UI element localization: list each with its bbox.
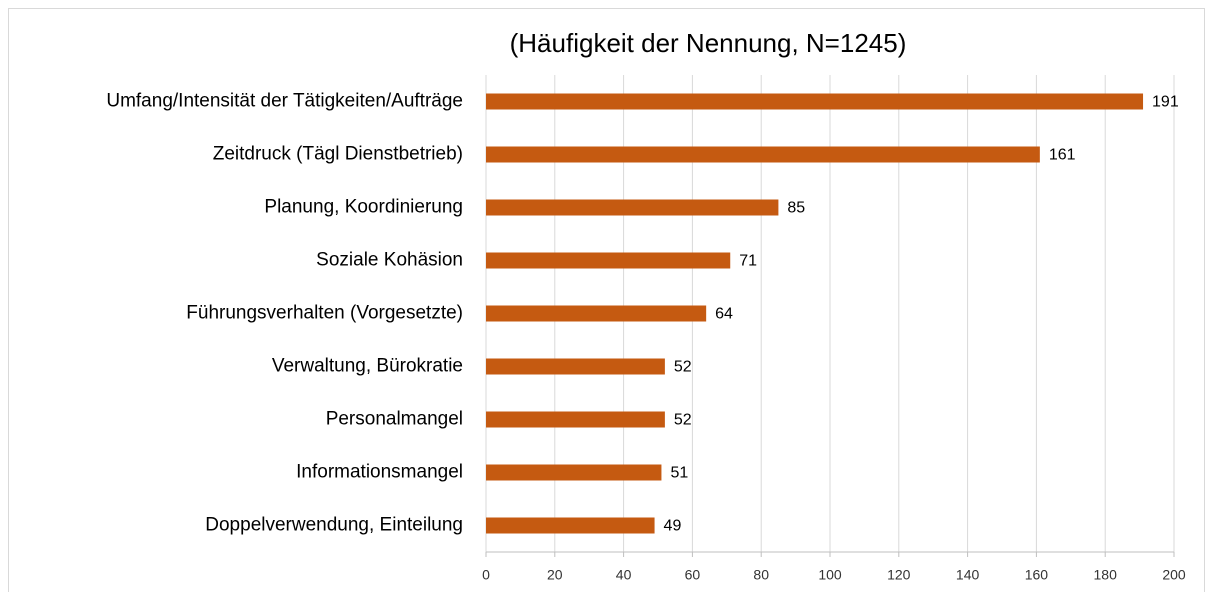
value-label: 51 xyxy=(670,465,688,482)
bar xyxy=(486,146,1040,163)
x-tick-label: 100 xyxy=(818,567,842,583)
x-tick-label: 20 xyxy=(547,567,563,583)
x-tick-label: 0 xyxy=(482,567,490,583)
bar xyxy=(486,517,655,534)
value-label: 85 xyxy=(787,200,805,217)
value-label: 161 xyxy=(1049,147,1076,164)
value-label: 52 xyxy=(674,359,692,376)
value-label: 64 xyxy=(715,306,733,323)
x-tick-label: 160 xyxy=(1025,567,1049,583)
y-tick-label: Informationsmangel xyxy=(296,462,463,483)
y-tick-label: Planung, Koordinierung xyxy=(264,197,463,218)
y-tick-label: Soziale Kohäsion xyxy=(316,250,463,271)
bar xyxy=(486,252,731,269)
bar xyxy=(486,464,662,481)
x-tick-label: 40 xyxy=(616,567,632,583)
y-tick-label: Umfang/Intensität der Tätigkeiten/Aufträ… xyxy=(106,91,463,112)
value-label: 71 xyxy=(739,253,757,270)
y-tick-label: Personalmangel xyxy=(326,409,463,430)
x-tick-label: 80 xyxy=(753,567,769,583)
bar xyxy=(486,411,665,428)
y-tick-label: Verwaltung, Bürokratie xyxy=(272,356,463,377)
y-tick-label: Doppelverwendung, Einteilung xyxy=(205,515,463,536)
x-tick-label: 200 xyxy=(1162,567,1186,583)
bar xyxy=(486,305,707,322)
bar xyxy=(486,199,779,216)
x-tick-label: 140 xyxy=(956,567,980,583)
y-tick-label: Zeitdruck (Tägl Dienstbetrieb) xyxy=(213,144,463,165)
value-label: 191 xyxy=(1152,94,1179,111)
chart-title: (Häufigkeit der Nennung, N=1245) xyxy=(510,28,907,58)
bar xyxy=(486,358,665,375)
value-label: 49 xyxy=(664,518,682,535)
bar xyxy=(486,93,1144,110)
x-tick-label: 60 xyxy=(685,567,701,583)
x-tick-label: 180 xyxy=(1094,567,1118,583)
value-label: 52 xyxy=(674,412,692,429)
x-tick-label: 120 xyxy=(887,567,911,583)
y-tick-label: Führungsverhalten (Vorgesetzte) xyxy=(186,303,463,324)
